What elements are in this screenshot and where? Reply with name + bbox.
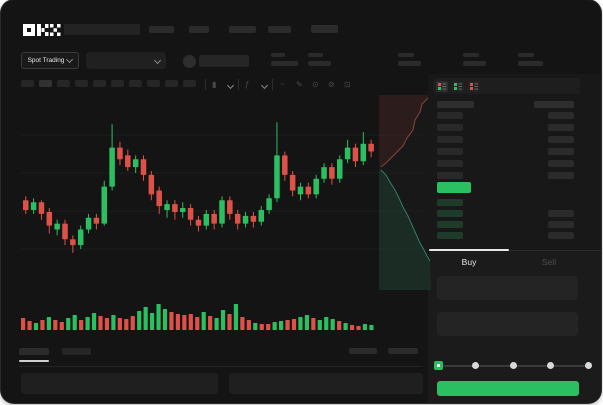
coin-icon bbox=[183, 55, 196, 68]
ticker-stat-value bbox=[308, 61, 331, 66]
nav-item[interactable] bbox=[189, 26, 209, 33]
trade-tabs-divider bbox=[429, 250, 601, 251]
timeframe-button[interactable] bbox=[21, 80, 34, 87]
ticker-stat-label bbox=[463, 53, 479, 57]
orderbook-header-bar bbox=[437, 101, 474, 108]
ticker-stat-value bbox=[271, 61, 298, 66]
draw-icon[interactable]: ✎ bbox=[296, 80, 303, 89]
price-input[interactable] bbox=[437, 276, 578, 300]
bottom-panel bbox=[21, 373, 218, 394]
book-asks-icon[interactable] bbox=[468, 80, 480, 92]
active-tab-indicator bbox=[429, 249, 509, 251]
slider-stop[interactable] bbox=[547, 362, 554, 369]
timeframe-button[interactable] bbox=[129, 80, 142, 87]
orderbook-view-toggle bbox=[433, 78, 580, 94]
nav-item[interactable] bbox=[268, 26, 291, 33]
book-combined-icon[interactable] bbox=[436, 80, 448, 92]
ask-amount[interactable] bbox=[548, 172, 574, 179]
pair-selector[interactable] bbox=[86, 52, 166, 69]
camera-icon[interactable]: ⊙ bbox=[312, 80, 319, 89]
ask-price[interactable] bbox=[437, 148, 463, 155]
nav-item[interactable] bbox=[149, 26, 174, 33]
slider-stop[interactable] bbox=[584, 362, 592, 369]
tab-sell[interactable]: Sell bbox=[541, 257, 557, 267]
ticker-stat-label bbox=[398, 53, 414, 57]
bid-price[interactable] bbox=[437, 210, 463, 217]
bottom-panel bbox=[229, 373, 423, 394]
book-bids-icon[interactable] bbox=[452, 80, 464, 92]
ticker-stat-value bbox=[398, 61, 421, 66]
divider bbox=[238, 79, 239, 90]
orderbook-header-bar bbox=[534, 101, 574, 108]
slider-stop[interactable] bbox=[472, 362, 479, 369]
bid-amount[interactable] bbox=[548, 210, 574, 217]
tab-buy[interactable]: Buy bbox=[461, 257, 477, 267]
fullscreen-icon[interactable]: ⊡ bbox=[344, 80, 351, 89]
line-tool-icon[interactable]: ~ bbox=[280, 80, 285, 89]
ask-amount[interactable] bbox=[548, 112, 574, 119]
bottom-tab[interactable] bbox=[19, 348, 49, 355]
bid-amount[interactable] bbox=[548, 221, 574, 228]
divider bbox=[19, 366, 423, 367]
depth-bids-area bbox=[379, 170, 431, 290]
ticker-stat-label bbox=[308, 53, 323, 57]
market-type-selector[interactable]: Spot Trading bbox=[21, 52, 79, 69]
ticker-stat-label bbox=[271, 53, 285, 57]
timeframe-button[interactable] bbox=[165, 80, 178, 87]
ticker-stat-label bbox=[518, 53, 534, 57]
buy-submit-button[interactable] bbox=[437, 381, 579, 396]
ask-amount[interactable] bbox=[548, 124, 574, 131]
timeframe-button[interactable] bbox=[183, 80, 196, 87]
pair-name-placeholder bbox=[199, 55, 249, 67]
ticker-stat-value bbox=[518, 61, 543, 66]
timeframe-button[interactable] bbox=[75, 80, 88, 87]
ask-price[interactable] bbox=[437, 160, 463, 167]
depth-asks-area bbox=[379, 95, 428, 167]
search-input[interactable] bbox=[64, 24, 140, 35]
market-type-label: Spot Trading bbox=[27, 57, 65, 64]
slider-handle[interactable] bbox=[433, 361, 443, 370]
indicators-icon[interactable]: ƒ bbox=[245, 80, 250, 89]
ask-price[interactable] bbox=[437, 172, 463, 179]
settings-icon[interactable]: ⊚ bbox=[328, 80, 335, 89]
bottom-tab[interactable] bbox=[62, 348, 91, 355]
ask-price[interactable] bbox=[437, 136, 463, 143]
slider-handle-center bbox=[436, 364, 440, 367]
last-price-badge[interactable] bbox=[437, 182, 471, 193]
ask-amount[interactable] bbox=[548, 160, 574, 167]
ask-amount[interactable] bbox=[548, 136, 574, 143]
ask-price[interactable] bbox=[437, 124, 463, 131]
nav-item[interactable] bbox=[229, 26, 256, 33]
depth-chart-bg bbox=[379, 95, 429, 290]
bid-amount[interactable] bbox=[548, 232, 574, 239]
slider-stop[interactable] bbox=[509, 362, 517, 369]
bid-price[interactable] bbox=[437, 221, 463, 228]
timeframe-button[interactable] bbox=[147, 80, 160, 87]
divider bbox=[205, 79, 206, 90]
depth-asks-line bbox=[380, 97, 429, 168]
candle-type-icon[interactable]: ▮ bbox=[212, 80, 217, 89]
active-bottom-tab-indicator bbox=[19, 360, 49, 362]
timeframe-button[interactable] bbox=[57, 80, 70, 87]
amount-input[interactable] bbox=[437, 312, 578, 336]
bid-price[interactable] bbox=[437, 232, 463, 239]
okx-logo bbox=[23, 24, 61, 36]
bid-price[interactable] bbox=[437, 199, 463, 206]
timeframe-button[interactable] bbox=[39, 80, 52, 87]
bottom-tab[interactable] bbox=[388, 348, 418, 354]
timeframe-button[interactable] bbox=[111, 80, 124, 87]
bottom-tab[interactable] bbox=[349, 348, 377, 354]
depth-bids-line bbox=[380, 169, 431, 262]
nav-item[interactable] bbox=[311, 25, 338, 33]
timeframe-button[interactable] bbox=[93, 80, 106, 87]
ticker-stat-value bbox=[463, 61, 486, 66]
ask-amount[interactable] bbox=[548, 148, 574, 155]
ask-price[interactable] bbox=[437, 112, 463, 119]
divider bbox=[272, 79, 273, 90]
